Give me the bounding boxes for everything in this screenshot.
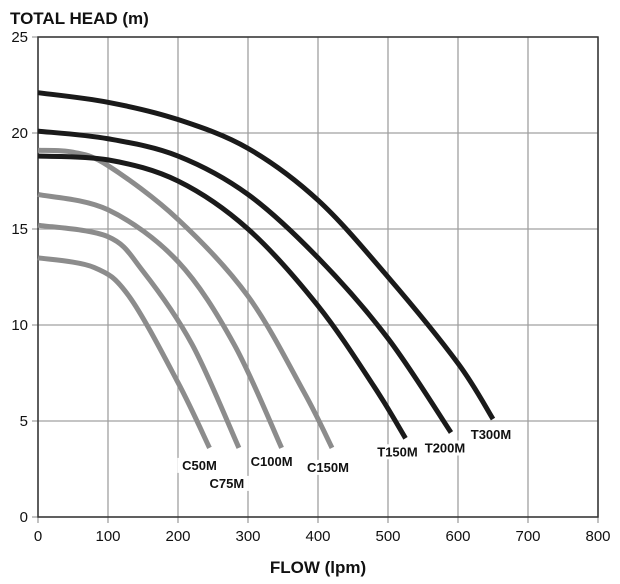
x-tick-label: 500 [375,528,400,545]
x-tick-label: 100 [95,528,120,545]
y-tick-label: 0 [20,509,28,526]
curve-c150m [37,147,335,450]
label-background [204,475,249,491]
x-tick-label: 400 [305,528,330,545]
x-axis-title: FLOW (lpm) [270,558,366,577]
curve-c75m [37,222,242,449]
curve-label: C75M [210,476,245,491]
curve-c50m [37,255,212,449]
curve-label: C150M [307,460,349,475]
curve-c100m [37,191,284,449]
plot-frame [37,36,599,518]
label-background [249,453,294,469]
y-tick-label: 25 [11,29,28,46]
x-tick-label: 300 [235,528,260,545]
y-tick-label: 20 [11,125,28,142]
x-tick-label: 200 [165,528,190,545]
y-tick-label: 5 [20,413,28,430]
x-tick-label: 0 [34,528,42,545]
y-tick-label: 15 [11,221,28,238]
curve-t300m [37,90,496,421]
curve-label: C100M [251,454,293,469]
curve-label: T150M [377,444,417,459]
curve-t150m [37,153,408,440]
x-tick-label: 800 [585,528,610,545]
label-background [423,440,467,456]
y-axis-title: TOTAL HEAD (m) [10,9,149,28]
curve-label: C50M [182,458,217,473]
curve-t200m [37,128,454,434]
label-background [469,427,513,443]
label-background [306,459,350,475]
x-tick-label: 600 [445,528,470,545]
curve-label: T300M [471,427,511,442]
x-tick-label: 700 [515,528,540,545]
curve-label: T200M [425,441,465,456]
y-tick-label: 10 [11,317,28,334]
label-background [375,444,420,460]
label-background [177,457,222,473]
